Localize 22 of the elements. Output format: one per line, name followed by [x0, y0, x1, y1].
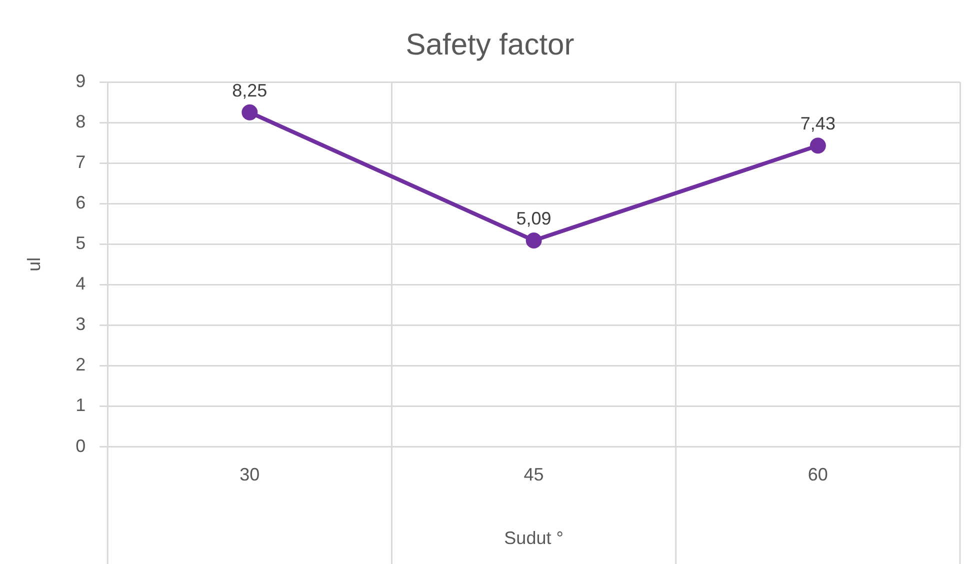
x-tick-label: 60 — [808, 464, 828, 485]
data-label: 7,43 — [800, 114, 836, 134]
point — [526, 232, 542, 248]
y-tick-label: 2 — [76, 354, 86, 375]
x-tick-label: 30 — [240, 464, 260, 485]
y-tick-label: 6 — [76, 192, 86, 213]
y-tick-label: 5 — [76, 233, 86, 254]
y-tick-label: 8 — [76, 112, 86, 132]
data-label: 5,09 — [516, 208, 552, 228]
y-tick-label: 9 — [76, 70, 86, 91]
y-tick-label: 4 — [76, 274, 86, 294]
point — [810, 138, 826, 154]
y-tick-label: 0 — [76, 436, 86, 456]
y-tick-label: 3 — [76, 314, 86, 334]
y-tick-label: 7 — [76, 152, 86, 172]
y-axis-title: ul — [24, 257, 44, 272]
data-label: 8,25 — [232, 80, 268, 100]
y-tick-label: 1 — [76, 395, 86, 416]
chart-title: Safety factor — [406, 28, 574, 62]
point — [242, 104, 258, 120]
x-tick-label: 45 — [524, 464, 544, 485]
x-axis-title: Sudut ° — [504, 528, 564, 548]
